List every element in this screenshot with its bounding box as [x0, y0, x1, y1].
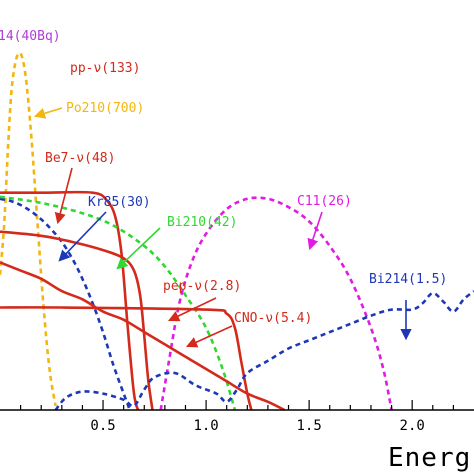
- curve-bi214-1-5: [54, 290, 474, 411]
- arrows-layer: [33, 107, 412, 348]
- arrow-po210-700: [33, 107, 63, 119]
- curve-be7-48: [0, 190, 140, 411]
- label-bi214-1-5: Bi214(1.5): [369, 272, 447, 287]
- curve-c11-26: [159, 196, 393, 411]
- curve-neutrino-9: [0, 230, 154, 411]
- x-tick-label: 2.0: [400, 418, 425, 434]
- arrow-pep-2-8: [167, 297, 217, 322]
- label-pp-133: pp-ν(133): [70, 61, 140, 76]
- label-be7-48: Be7-ν(48): [45, 151, 115, 166]
- arrow-bi210-42: [116, 227, 161, 270]
- x-axis-title: Energ: [388, 443, 471, 473]
- arrow-cno-5-4: [185, 325, 233, 348]
- label-c11-26: C11(26): [297, 194, 352, 209]
- x-tick-label: 0.5: [90, 418, 115, 434]
- ticks-layer: 0.5 1.0 1.5 2.0: [20, 400, 454, 434]
- x-tick-label: 1.5: [296, 418, 321, 434]
- arrow-be7-48: [54, 167, 73, 225]
- curve-po210-700: [0, 51, 57, 407]
- curve-cno-5-4: [0, 261, 285, 412]
- label-pep-2-8: pep-ν(2.8): [163, 279, 241, 294]
- curve-kr85-30: [0, 197, 132, 411]
- label-kr85-30: Kr85(30): [88, 195, 151, 210]
- label-cno-5-4: CNO-ν(5.4): [234, 311, 312, 326]
- arrow-kr85-30: [58, 211, 107, 262]
- label-14-40bq: 14(40Bq): [0, 29, 61, 44]
- label-bi210-42: Bi210(42): [167, 215, 237, 230]
- labels-layer: 14(40Bq) pp-ν(133) Po210(700) Be7-ν(48) Kr85…: [0, 29, 447, 326]
- arrow-c11-26: [307, 211, 323, 251]
- label-po210-700: Po210(700): [66, 101, 144, 116]
- x-tick-label: 1.0: [193, 418, 218, 434]
- curve-pep-2-8: [0, 306, 253, 411]
